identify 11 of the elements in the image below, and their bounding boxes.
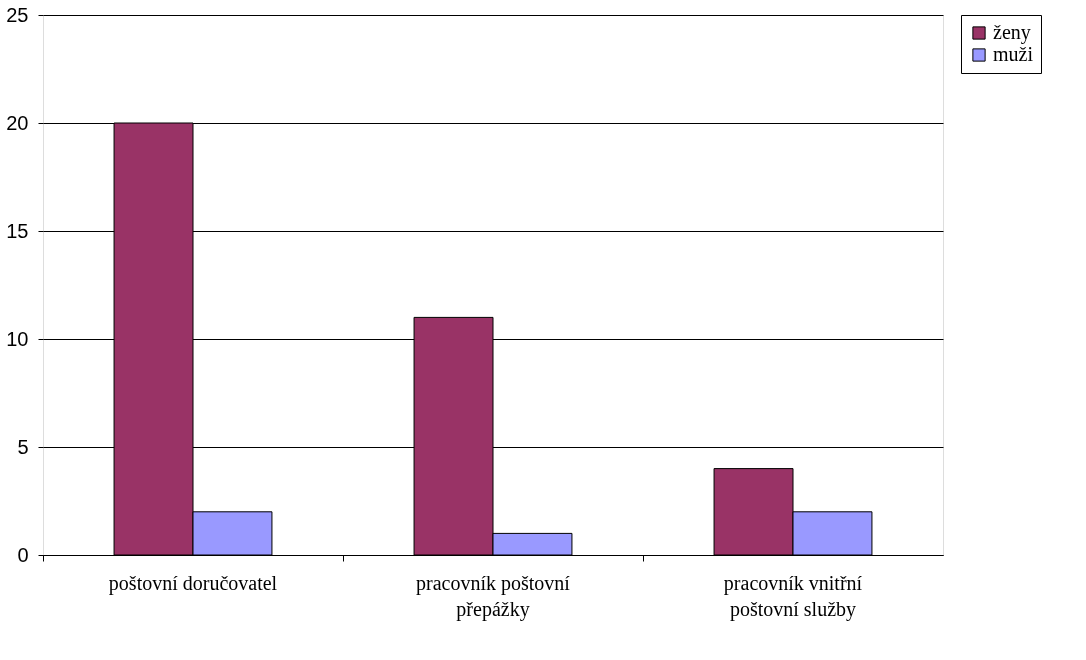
legend-label: muži — [993, 43, 1034, 65]
x-tick-label: pracovník poštovní přepážky — [416, 571, 571, 621]
y-tick-label: 0 — [17, 543, 29, 566]
x-tick-label: pracovník vnitřní poštovní služby — [723, 571, 863, 621]
y-tick-label: 25 — [6, 3, 29, 26]
y-tick-label: 10 — [6, 327, 29, 350]
legend-label: ženy — [993, 21, 1031, 44]
y-tick-label: 15 — [6, 219, 29, 242]
y-tick-label: 5 — [17, 435, 29, 458]
y-tick-label: 20 — [6, 111, 29, 134]
x-tick-label: poštovní doručovatel — [108, 571, 278, 595]
